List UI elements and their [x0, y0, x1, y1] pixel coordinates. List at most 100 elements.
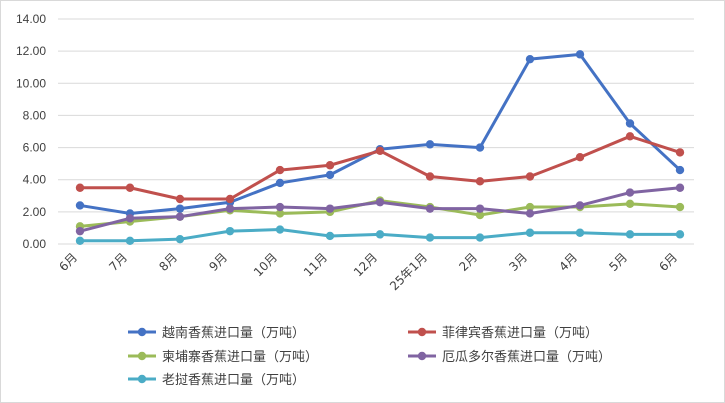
- legend: 越南香蕉进口量（万吨） 菲律宾香蕉进口量（万吨） 柬埔寨香蕉进口量（万吨） 厄瓜多尔香…: [128, 325, 611, 388]
- gridlines: [58, 18, 694, 245]
- data-point: [75, 236, 85, 245]
- x-tick-label: 3月: [506, 250, 530, 274]
- legend-item: 菲律宾香蕉进口量（万吨）: [408, 325, 598, 341]
- data-point: [575, 50, 585, 59]
- series-0: [75, 50, 685, 218]
- legend-label: 菲律宾香蕉进口量（万吨）: [442, 325, 598, 341]
- x-tick-label: 10月: [251, 250, 280, 279]
- data-point: [425, 204, 435, 213]
- data-point: [575, 201, 585, 210]
- x-tick-label: 6月: [56, 250, 80, 274]
- legend-label: 厄瓜多尔香蕉进口量（万吨）: [442, 349, 611, 365]
- data-point: [525, 172, 535, 181]
- legend-item: 柬埔寨香蕉进口量（万吨）: [128, 349, 318, 365]
- data-point: [625, 230, 635, 239]
- y-tick-label: 12.00: [16, 44, 46, 58]
- data-point: [175, 204, 185, 213]
- data-point: [225, 194, 235, 204]
- data-point: [575, 228, 585, 237]
- y-tick-label: 10.00: [16, 76, 46, 90]
- data-point: [675, 183, 685, 192]
- data-point: [425, 172, 435, 181]
- data-point: [225, 204, 235, 213]
- x-tick-label: 25年1月: [387, 250, 430, 293]
- data-point: [625, 119, 635, 128]
- x-tick-label: 11月: [301, 250, 330, 279]
- series-lines: [75, 50, 685, 245]
- data-point: [175, 234, 185, 244]
- data-point: [525, 202, 535, 212]
- legend-label: 老挝香蕉进口量（万吨）: [162, 373, 305, 388]
- series-1: [75, 132, 685, 204]
- x-tick-label: 12月: [351, 250, 380, 279]
- x-tick-label: 9月: [206, 250, 230, 274]
- data-point: [275, 202, 285, 212]
- y-tick-label: 6.00: [23, 141, 47, 155]
- data-point: [225, 226, 235, 236]
- data-point: [475, 204, 485, 213]
- legend-swatch-marker: [137, 374, 147, 384]
- data-point: [475, 210, 485, 220]
- data-point: [625, 132, 635, 141]
- data-point: [325, 161, 335, 170]
- data-point: [275, 225, 285, 234]
- data-point: [675, 165, 685, 175]
- data-point: [525, 54, 535, 64]
- data-point: [275, 209, 285, 218]
- data-point: [425, 233, 435, 242]
- data-point: [325, 170, 335, 180]
- x-tick-label: 4月: [556, 250, 580, 274]
- legend-swatch-marker: [417, 351, 427, 361]
- data-point: [275, 178, 285, 188]
- x-tick-label: 2月: [456, 250, 480, 274]
- data-point: [625, 199, 635, 209]
- data-point: [275, 165, 285, 175]
- data-point: [175, 194, 185, 204]
- data-point: [125, 236, 135, 245]
- data-point: [675, 202, 685, 212]
- legend-item: 老挝香蕉进口量（万吨）: [128, 373, 305, 388]
- legend-item: 厄瓜多尔香蕉进口量（万吨）: [408, 349, 611, 365]
- legend-label: 柬埔寨香蕉进口量（万吨）: [162, 349, 318, 365]
- data-point: [625, 188, 635, 197]
- data-point: [125, 183, 135, 192]
- x-tick-label: 7月: [106, 250, 130, 274]
- data-point: [375, 146, 385, 155]
- y-tick-label: 2.00: [23, 205, 47, 219]
- x-axis-ticks: 6月 7月 8月 9月 10月 11月 12月 25年1月 2月 3月 4月 5月 6月: [56, 250, 680, 293]
- series-3: [75, 183, 685, 236]
- data-point: [675, 148, 685, 157]
- data-point: [75, 201, 85, 210]
- legend-item: 越南香蕉进口量（万吨）: [128, 325, 305, 341]
- data-point: [325, 204, 335, 213]
- legend-swatch-marker: [137, 327, 147, 337]
- y-axis-ticks: 0.00 2.00 4.00 6.00 8.00 10.00 12.00 14.00: [16, 12, 46, 251]
- data-point: [425, 140, 435, 149]
- x-tick-label: 8月: [156, 250, 180, 274]
- y-tick-label: 4.00: [23, 173, 47, 187]
- legend-swatch-marker: [417, 327, 427, 337]
- data-point: [475, 233, 485, 242]
- series-line: [78, 52, 682, 215]
- data-point: [175, 212, 185, 221]
- data-point: [575, 153, 585, 162]
- data-point: [75, 183, 85, 192]
- data-point: [375, 230, 385, 239]
- data-point: [475, 143, 485, 152]
- y-tick-label: 0.00: [23, 237, 47, 251]
- data-point: [75, 226, 85, 236]
- data-point: [475, 177, 485, 186]
- y-tick-label: 14.00: [16, 12, 46, 26]
- data-point: [325, 231, 335, 241]
- data-point: [525, 228, 535, 237]
- legend-label: 越南香蕉进口量（万吨）: [162, 325, 305, 341]
- x-tick-label: 6月: [656, 250, 680, 274]
- data-point: [675, 230, 685, 239]
- series-4: [75, 225, 685, 245]
- x-tick-label: 5月: [606, 250, 630, 274]
- y-tick-label: 8.00: [23, 108, 47, 122]
- data-point: [525, 209, 535, 218]
- legend-swatch-marker: [137, 351, 147, 361]
